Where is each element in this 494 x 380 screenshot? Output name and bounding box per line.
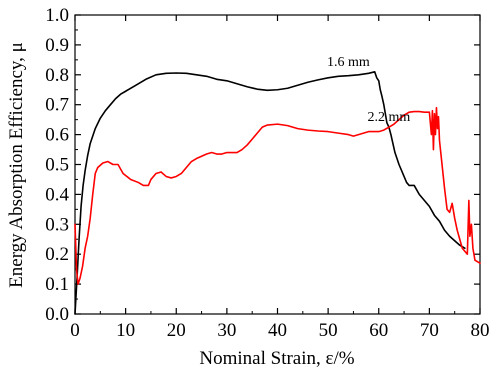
y-axis-ticks: 0.0 0.1 0.2 0.3 0.4 0.5 0.6 0.7 0.8 0.9 1.0 — [45, 5, 480, 325]
x-tick-label: 30 — [217, 320, 236, 341]
x-tick-label: 40 — [268, 320, 287, 341]
x-tick-label: 50 — [319, 320, 338, 341]
y-tick-label: 0.4 — [45, 184, 69, 205]
x-tick-label: 60 — [369, 320, 388, 341]
y-tick-label: 0.2 — [45, 244, 69, 265]
series-layer — [74, 71, 481, 315]
series-line-2_2-mm — [74, 106, 481, 285]
y-tick-label: 0.7 — [45, 95, 69, 116]
x-tick-label: 10 — [116, 320, 135, 341]
y-tick-label: 1.0 — [45, 5, 69, 26]
y-tick-label: 0.9 — [45, 35, 69, 56]
x-tick-label: 70 — [420, 320, 439, 341]
y-tick-label: 0.0 — [45, 304, 69, 325]
y-axis-title: Energy Absorption Efficiency, μ — [6, 42, 27, 288]
series-line-1_6-mm — [74, 71, 466, 315]
y-tick-label: 0.5 — [45, 155, 69, 176]
x-axis-ticks: 0 10 20 30 40 50 60 70 80 — [70, 15, 490, 341]
series-annotation: 2.2 mm — [367, 110, 410, 125]
y-tick-label: 0.8 — [45, 65, 69, 86]
annotation-layer: 1.6 mm 2.2 mm — [327, 55, 410, 125]
x-tick-label: 80 — [471, 320, 490, 341]
x-axis-title: Nominal Strain, ε/% — [199, 348, 354, 369]
plot-frame — [74, 14, 481, 315]
x-tick-label: 0 — [70, 320, 80, 341]
y-tick-label: 0.6 — [45, 125, 69, 146]
y-tick-label: 0.1 — [45, 274, 69, 295]
x-tick-label: 20 — [167, 320, 186, 341]
series-annotation: 1.6 mm — [327, 55, 370, 70]
y-tick-label: 0.3 — [45, 214, 69, 235]
